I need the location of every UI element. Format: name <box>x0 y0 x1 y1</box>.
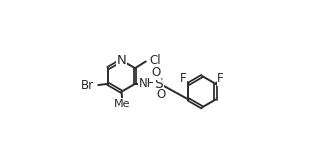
Text: F: F <box>180 72 187 85</box>
Text: O: O <box>157 88 166 101</box>
Text: F: F <box>217 72 224 85</box>
Text: Br: Br <box>81 79 95 92</box>
Text: N: N <box>117 54 126 67</box>
Text: Cl: Cl <box>149 54 161 67</box>
Text: NH: NH <box>139 77 156 90</box>
Text: O: O <box>151 66 160 79</box>
Text: Me: Me <box>114 99 131 109</box>
Text: S: S <box>154 77 163 91</box>
